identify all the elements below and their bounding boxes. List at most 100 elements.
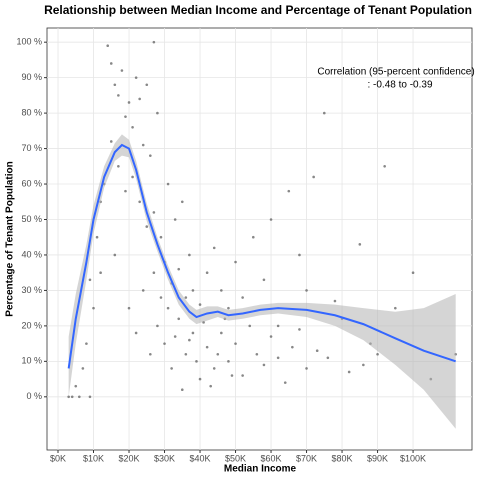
y-tick-label: 100 % (16, 37, 42, 47)
point (117, 165, 120, 168)
x-tick-label: $100K (400, 453, 426, 463)
point (205, 345, 209, 349)
confidence-band (68, 134, 456, 429)
point (212, 367, 216, 370)
point (88, 395, 92, 399)
point (188, 253, 191, 257)
point (149, 154, 152, 157)
point (166, 182, 170, 186)
point (127, 101, 131, 104)
point (99, 271, 102, 274)
point (152, 40, 156, 44)
point (138, 97, 141, 101)
point (255, 352, 259, 356)
annotation: Correlation (95-percent confidence) (317, 67, 474, 78)
point (362, 363, 365, 367)
point (74, 384, 78, 388)
y-tick-label: 70 % (21, 143, 42, 153)
x-tick-label: $70K (296, 453, 317, 463)
point (305, 289, 308, 292)
point (212, 246, 216, 250)
point (163, 342, 166, 345)
point (159, 235, 163, 239)
point (394, 306, 397, 310)
point (191, 331, 195, 335)
point (124, 189, 127, 193)
point (88, 278, 92, 282)
point (326, 356, 330, 360)
point (173, 218, 177, 221)
chart-title: Relationship between Median Income and P… (44, 3, 472, 17)
y-tick-label: 90 % (21, 72, 42, 82)
annotation: : -0.48 to -0.39 (367, 80, 432, 91)
smooth-line (67, 143, 456, 369)
y-tick-label: 30 % (21, 285, 42, 295)
point (230, 374, 234, 377)
point (198, 303, 202, 306)
point (198, 377, 202, 381)
point (234, 260, 237, 264)
point (205, 271, 209, 274)
point (322, 111, 326, 115)
point (241, 296, 244, 299)
point (156, 111, 159, 115)
point (188, 338, 191, 342)
point (141, 143, 145, 147)
point (152, 271, 156, 274)
point (138, 200, 141, 204)
point (241, 374, 244, 377)
point (145, 225, 149, 228)
point (106, 44, 110, 48)
point (145, 83, 149, 87)
point (312, 175, 315, 179)
point (78, 395, 81, 399)
point (262, 363, 266, 367)
y-tick-label: 80 % (21, 107, 42, 117)
point (120, 69, 124, 72)
point (315, 349, 319, 353)
point (113, 253, 117, 257)
point (173, 335, 177, 338)
x-tick-label: $20K (119, 453, 140, 463)
point (92, 306, 95, 310)
point (70, 395, 74, 399)
point (227, 306, 230, 310)
point (191, 289, 195, 292)
point (269, 335, 273, 338)
point (180, 388, 184, 392)
point (149, 352, 152, 356)
point (134, 76, 138, 79)
point (67, 395, 70, 399)
x-tick-label: $90K (367, 453, 388, 463)
point (234, 342, 237, 345)
point (220, 331, 223, 335)
point (177, 267, 181, 271)
point (159, 296, 163, 299)
point (184, 352, 188, 356)
point (127, 306, 131, 310)
point (166, 306, 170, 310)
x-tick-label: $80K (332, 453, 353, 463)
y-tick-label: 60 % (21, 178, 42, 188)
point (305, 367, 308, 370)
point (276, 324, 280, 328)
point (131, 175, 134, 179)
x-tick-label: $10K (83, 453, 104, 463)
x-tick-label: $30K (154, 453, 175, 463)
point (156, 324, 159, 328)
point (131, 125, 134, 129)
point (376, 352, 379, 356)
y-tick-label: 10 % (21, 356, 42, 366)
point (170, 367, 173, 370)
point (291, 345, 294, 349)
point (177, 317, 181, 321)
x-tick-label: $0K (50, 453, 66, 463)
point (85, 342, 88, 345)
point (298, 328, 301, 331)
plot-area (46, 27, 473, 451)
point (411, 271, 415, 274)
point (347, 370, 351, 374)
y-tick-label: 0 % (26, 391, 42, 401)
point (333, 299, 337, 303)
